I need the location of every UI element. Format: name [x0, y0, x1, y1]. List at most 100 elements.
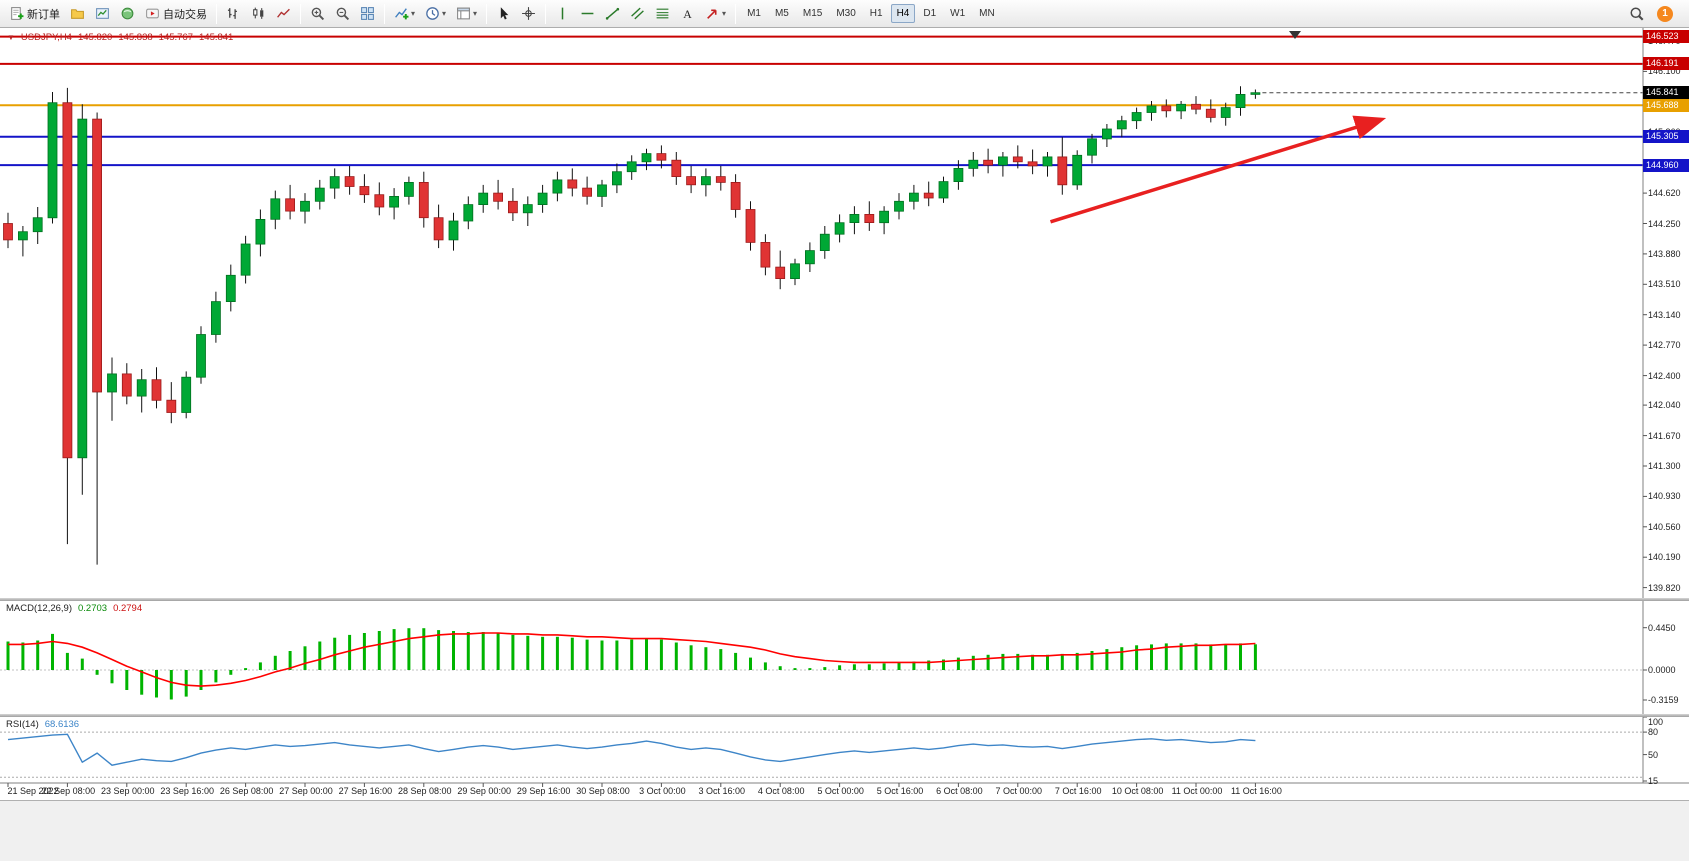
chart-area: ▼ USDJPY,H4 145.820 145.838 145.767 145.… [0, 28, 1689, 800]
profiles-button[interactable] [66, 3, 89, 25]
candlestick-series [3, 86, 1261, 565]
time-axis-label: 7 Oct 00:00 [995, 786, 1043, 796]
arrows-button[interactable]: ▾ [701, 3, 730, 25]
price-axis-label: 139.820 [1648, 582, 1681, 593]
bar-chart-button[interactable] [222, 3, 245, 25]
auto-trading-icon [145, 6, 160, 21]
trendline-button[interactable] [601, 3, 624, 25]
dropdown-caret-icon: ▾ [722, 9, 727, 18]
chart-symbol-period: USDJPY,H4 [20, 32, 72, 43]
time-axis[interactable]: 21 Sep 2022 22 Sep 08:00 23 Sep 00:00 23 Se… [0, 783, 1643, 800]
timeframe-w1-button[interactable]: W1 [950, 8, 966, 19]
tile-windows-button[interactable] [356, 3, 379, 25]
horizontal-line-objects[interactable] [0, 35, 1643, 167]
market-watch-button[interactable] [91, 3, 114, 25]
crosshair-button[interactable] [517, 3, 540, 25]
indicators-icon [394, 6, 409, 21]
cursor-icon [496, 6, 511, 21]
price-axis-label: 143.510 [1648, 279, 1681, 290]
macd-main-value: 0.2703 [78, 603, 108, 614]
time-axis-label: 7 Oct 16:00 [1054, 786, 1102, 796]
dropdown-caret-icon: ▾ [473, 9, 478, 18]
search-icon [1629, 6, 1644, 21]
time-axis-label: 3 Oct 00:00 [639, 786, 686, 796]
svg-text:A: A [683, 8, 692, 21]
time-axis-label: 22 Sep 08:00 [41, 786, 96, 796]
price-axis-label: 144.620 [1648, 188, 1681, 199]
timeframe-h1-button[interactable]: H1 [869, 8, 883, 19]
toolbar-separator [384, 3, 385, 24]
dropdown-caret-icon: ▾ [411, 9, 416, 18]
line-chart-button[interactable] [272, 3, 295, 25]
time-axis-label: 3 Oct 16:00 [698, 786, 746, 796]
auto-trading-button[interactable]: 自动交易 [141, 3, 211, 25]
timeframe-m15-button[interactable]: M15 [802, 8, 823, 19]
axis-borders [0, 28, 1689, 787]
macd-signal-value: 0.2794 [113, 603, 143, 614]
price-marker-label: 145.305 [1643, 130, 1689, 144]
candlestick-chart-button[interactable] [247, 3, 270, 25]
trendline-icon [605, 6, 620, 21]
timeframe-m1-button[interactable]: M1 [747, 8, 761, 19]
price-chart[interactable] [0, 28, 1689, 800]
time-axis-label: 29 Sep 00:00 [457, 786, 511, 796]
new-order-button-label: 新订单 [27, 8, 60, 21]
ohlc-close-value: 145.841 [199, 32, 234, 43]
text-button[interactable]: A [676, 3, 699, 25]
notifications-badge[interactable]: 1 [1657, 5, 1673, 22]
time-axis-label: 21 Sep 2022 [7, 786, 59, 796]
indicators-button[interactable]: ▾ [390, 3, 419, 25]
macd-indicator-header: MACD(12,26,9) 0.2703 0.2794 [6, 603, 142, 614]
toolbar-separator [735, 3, 737, 24]
trend-arrow-object[interactable] [1049, 115, 1387, 224]
zoom-in-button[interactable] [306, 3, 329, 25]
price-axis-label: 146.100 [1648, 66, 1681, 77]
chart-shift-marker[interactable] [1289, 31, 1301, 39]
timeframe-mn-button[interactable]: MN [979, 8, 995, 19]
time-axis-label: 11 Oct 16:00 [1230, 786, 1282, 796]
time-axis-label: 29 Sep 16:00 [516, 786, 571, 796]
rsi-panel [0, 731, 1643, 778]
search-button[interactable] [1625, 3, 1648, 25]
fibonacci-button[interactable] [651, 3, 674, 25]
market-watch-icon [95, 6, 110, 21]
price-axis-label: 140.560 [1648, 521, 1681, 532]
vertical-line-button[interactable] [551, 3, 574, 25]
cursor-button[interactable] [492, 3, 515, 25]
bar-chart-icon [226, 6, 241, 21]
equidistant-channel-button[interactable] [626, 3, 649, 25]
time-axis-label: 27 Sep 00:00 [279, 786, 333, 796]
timeframe-d1-button[interactable]: D1 [923, 8, 937, 19]
dropdown-caret-icon: ▾ [442, 9, 447, 18]
timeframe-m30-button[interactable]: M30 [836, 8, 856, 19]
rsi-scale-label: 80 [1648, 727, 1659, 738]
zoom-out-button[interactable] [331, 3, 354, 25]
template-icon [456, 6, 471, 21]
macd-scale-label: 0.0000 [1648, 665, 1676, 675]
zoom-in-icon [310, 6, 325, 21]
price-axis-label: 142.040 [1648, 400, 1681, 411]
price-marker-label: 145.688 [1643, 98, 1689, 112]
price-axis-label: 141.300 [1648, 461, 1681, 471]
horizontal-line-button[interactable] [576, 3, 599, 25]
rsi-indicator-header: RSI(14) 68.6136 [6, 719, 79, 730]
new-order-button[interactable]: 新订单 [5, 3, 64, 25]
time-axis-label: 6 Oct 08:00 [936, 786, 983, 796]
price-axis-label: 143.880 [1648, 248, 1681, 259]
price-axis[interactable]: 146.470146.100145.730145.360144.990144.6… [1643, 28, 1689, 800]
auto-trading-button-label: 自动交易 [163, 8, 207, 21]
templates-button[interactable]: ▾ [452, 3, 481, 25]
price-marker-label: 146.523 [1643, 30, 1689, 44]
macd-panel-splitter[interactable] [0, 598, 1689, 601]
rsi-panel-splitter[interactable] [0, 714, 1689, 717]
macd-panel [0, 628, 1643, 700]
timeframe-m5-button[interactable]: M5 [774, 8, 789, 19]
zoom-out-icon [335, 6, 350, 21]
macd-scale-label: 0.4450 [1648, 622, 1676, 633]
timeframe-h4-button[interactable]: H4 [890, 4, 916, 23]
rsi-label: RSI(14) [6, 719, 39, 730]
time-axis-label: 10 Oct 08:00 [1111, 786, 1164, 796]
navigator-button[interactable] [116, 3, 139, 25]
periods-button[interactable]: ▾ [421, 3, 450, 25]
time-axis-label: 5 Oct 00:00 [817, 786, 864, 796]
